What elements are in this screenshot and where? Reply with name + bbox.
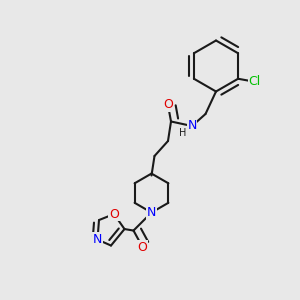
Text: O: O — [109, 208, 119, 220]
Text: H: H — [179, 128, 187, 139]
Text: N: N — [187, 119, 197, 133]
Text: O: O — [163, 98, 173, 112]
Text: O: O — [138, 241, 147, 254]
Text: N: N — [147, 206, 156, 219]
Text: Cl: Cl — [248, 75, 261, 88]
Text: N: N — [93, 233, 102, 246]
